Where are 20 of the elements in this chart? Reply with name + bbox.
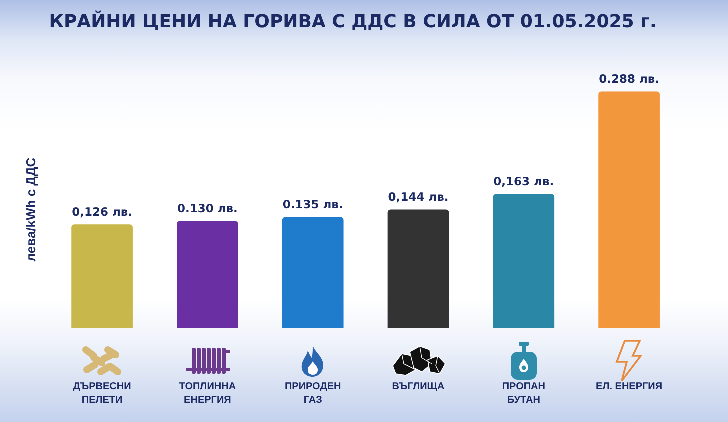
x-tick-label: ДЪРВЕСНИ ПЕЛЕТИ <box>73 382 132 406</box>
bar <box>72 224 133 328</box>
data-label: 0,144 лв. <box>388 190 449 204</box>
bar <box>388 210 450 328</box>
x-tick-label: ТОПЛИННА ЕНЕРГИЯ <box>179 382 236 406</box>
data-label: 0.135 лв. <box>282 197 344 212</box>
data-label: 0,163 лв. <box>494 174 554 188</box>
chart-title: КРАЙНИ ЦЕНИ НА ГОРИВА С ДДС В СИЛА ОТ 01.05.2025 г. <box>49 10 657 32</box>
x-tick-label: ЕЛ. ЕНЕРГИЯ <box>596 382 663 392</box>
bar <box>493 194 555 328</box>
data-label: 0.288 лв. <box>599 72 660 86</box>
x-tick-label: ПРИРОДЕН ГАЗ <box>284 382 342 406</box>
data-label: 0,126 лв. <box>72 204 133 219</box>
bar <box>282 217 344 328</box>
bar <box>177 221 238 328</box>
x-tick-label: ВЪГЛИЩА <box>392 382 445 392</box>
data-label: 0.130 лв. <box>177 202 238 216</box>
x-tick-label: ПРОПАН БУТАН <box>502 382 546 406</box>
bar <box>598 92 660 328</box>
y-axis-title: лева/kWh с ДДС <box>23 157 38 262</box>
